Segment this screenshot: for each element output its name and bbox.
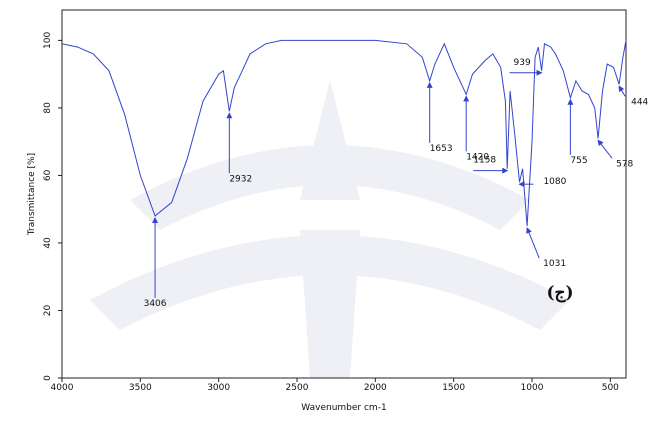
peak-label: 755 (570, 156, 587, 166)
y-axis-label: Transmittance [%] (27, 153, 37, 236)
x-tick-label: 2500 (286, 383, 309, 393)
watermark-shape (90, 235, 570, 330)
y-tick-label: 80 (43, 102, 53, 114)
peak-label: 1420 (466, 152, 489, 162)
x-tick-label: 1000 (521, 383, 544, 393)
y-tick-label: 40 (43, 237, 53, 249)
plot-frame (61, 9, 627, 379)
peak-label: 939 (514, 58, 531, 68)
peak-label: 578 (616, 159, 633, 169)
panel-label: (ج) (546, 283, 573, 303)
x-tick-label: 3000 (207, 383, 230, 393)
x-tick-label: 1500 (442, 383, 465, 393)
peak-label: 444 (631, 97, 648, 107)
watermark-shape (130, 145, 530, 230)
x-tick-label: 500 (602, 383, 619, 393)
peak-label: 2932 (229, 174, 252, 184)
x-tick-label: 3500 (129, 383, 152, 393)
peak-label: 1031 (543, 259, 566, 269)
peak-label: 1158 (473, 156, 496, 166)
peak-label: 1653 (430, 144, 453, 154)
peak-arrow (618, 85, 626, 97)
peak-label: 3406 (144, 299, 167, 309)
x-axis-label: Wavenumber cm-1 (301, 403, 386, 413)
peak-arrow (597, 139, 613, 159)
y-tick-label: 100 (43, 32, 53, 49)
watermark-shape (300, 230, 360, 378)
spectrum-line (61, 39, 627, 227)
y-tick-label: 20 (43, 304, 53, 316)
y-tick-label: 0 (43, 375, 53, 381)
y-tick-label: 60 (43, 169, 53, 181)
peak-arrow (526, 227, 540, 259)
x-tick-label: 2000 (364, 383, 387, 393)
peak-label: 1080 (543, 177, 566, 187)
watermark (90, 80, 570, 378)
x-tick-label: 4000 (51, 383, 74, 393)
